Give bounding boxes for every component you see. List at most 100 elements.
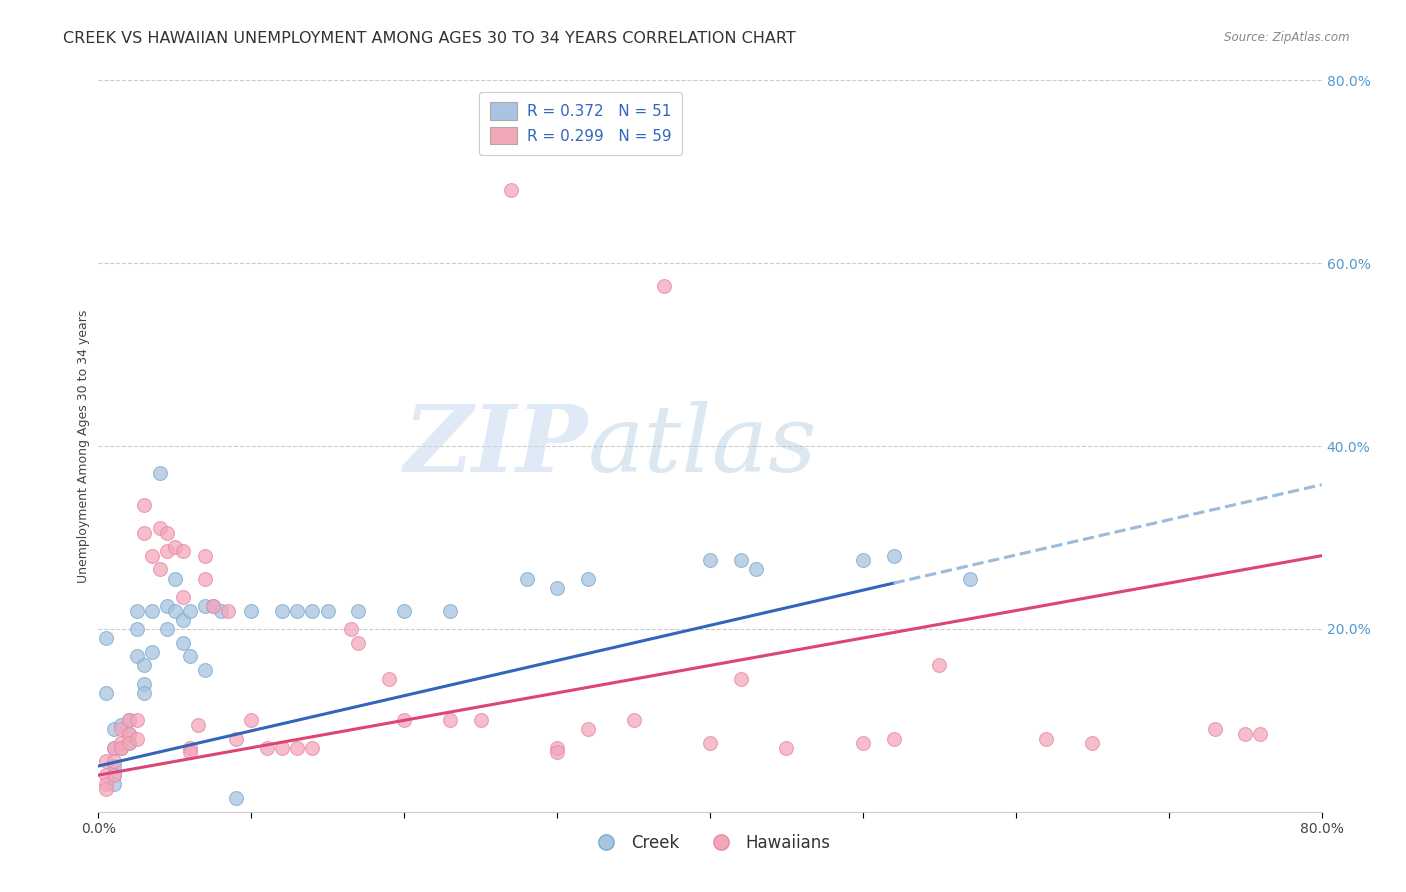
Point <box>134 686 156 700</box>
Legend: Creek, Hawaiians: Creek, Hawaiians <box>582 827 838 858</box>
Point <box>883 549 905 563</box>
Text: Source: ZipAtlas.com: Source: ZipAtlas.com <box>1225 31 1350 45</box>
Point <box>439 603 461 617</box>
Point <box>118 736 141 750</box>
Point <box>194 572 217 586</box>
Point <box>156 599 179 613</box>
Point <box>546 581 568 595</box>
Point <box>179 740 201 755</box>
Point <box>149 562 172 576</box>
Point <box>179 649 201 664</box>
Point <box>149 467 172 481</box>
Point <box>202 599 225 613</box>
Point <box>1081 736 1104 750</box>
Point <box>652 279 675 293</box>
Point <box>1234 727 1257 741</box>
Point <box>501 183 523 197</box>
Point <box>163 540 186 554</box>
Point <box>301 603 323 617</box>
Point <box>285 603 308 617</box>
Point <box>378 672 401 686</box>
Point <box>959 572 981 586</box>
Point <box>194 599 217 613</box>
Point <box>347 635 370 649</box>
Point <box>240 714 263 728</box>
Point <box>225 791 247 805</box>
Point <box>347 603 370 617</box>
Point <box>110 718 132 732</box>
Point <box>118 727 141 741</box>
Point <box>94 768 117 782</box>
Point <box>316 603 339 617</box>
Point <box>134 676 156 690</box>
Point <box>209 603 232 617</box>
Point <box>1035 731 1057 746</box>
Point <box>94 631 117 645</box>
Point <box>118 714 141 728</box>
Point <box>103 755 125 769</box>
Point <box>125 649 148 664</box>
Point <box>1204 723 1226 737</box>
Point <box>110 736 132 750</box>
Point <box>134 499 156 513</box>
Point <box>730 553 752 567</box>
Point <box>439 714 461 728</box>
Point <box>103 759 125 773</box>
Point <box>134 658 156 673</box>
Point <box>470 714 492 728</box>
Point <box>699 553 721 567</box>
Point <box>163 603 186 617</box>
Point <box>94 755 117 769</box>
Point <box>730 672 752 686</box>
Point <box>928 658 950 673</box>
Point <box>194 549 217 563</box>
Point <box>134 525 156 540</box>
Point <box>576 572 599 586</box>
Point <box>546 740 568 755</box>
Point <box>103 768 125 782</box>
Point <box>194 663 217 677</box>
Point <box>301 740 323 755</box>
Point <box>94 781 117 796</box>
Point <box>141 603 163 617</box>
Point <box>172 613 194 627</box>
Point <box>110 740 132 755</box>
Point <box>225 731 247 746</box>
Point <box>172 635 194 649</box>
Point <box>172 590 194 604</box>
Text: CREEK VS HAWAIIAN UNEMPLOYMENT AMONG AGES 30 TO 34 YEARS CORRELATION CHART: CREEK VS HAWAIIAN UNEMPLOYMENT AMONG AGE… <box>63 31 796 46</box>
Point <box>240 603 263 617</box>
Point <box>256 740 278 755</box>
Point <box>217 603 239 617</box>
Point <box>623 714 645 728</box>
Point <box>141 549 163 563</box>
Point <box>546 745 568 759</box>
Point <box>516 572 538 586</box>
Point <box>125 622 148 636</box>
Point <box>103 723 125 737</box>
Point <box>172 544 194 558</box>
Point <box>392 603 416 617</box>
Point <box>103 740 125 755</box>
Point <box>118 727 141 741</box>
Point <box>125 714 148 728</box>
Point <box>202 599 225 613</box>
Text: atlas: atlas <box>588 401 817 491</box>
Point <box>103 740 125 755</box>
Point <box>187 718 209 732</box>
Text: ZIP: ZIP <box>404 401 588 491</box>
Point <box>94 777 117 791</box>
Point <box>852 736 875 750</box>
Y-axis label: Unemployment Among Ages 30 to 34 years: Unemployment Among Ages 30 to 34 years <box>77 310 90 582</box>
Point <box>110 740 132 755</box>
Point <box>775 740 797 755</box>
Point <box>125 731 148 746</box>
Point <box>392 714 416 728</box>
Point <box>156 622 179 636</box>
Point <box>883 731 905 746</box>
Point <box>745 562 768 576</box>
Point <box>163 572 186 586</box>
Point <box>110 723 132 737</box>
Point <box>118 714 141 728</box>
Point <box>179 745 201 759</box>
